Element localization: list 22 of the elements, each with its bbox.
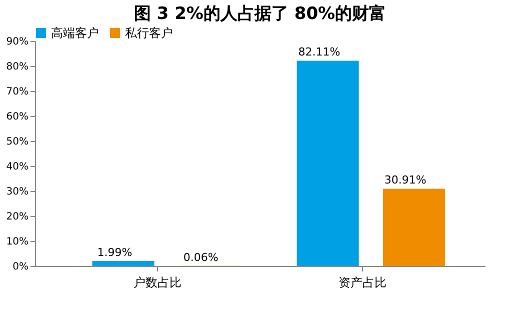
y-tick-label: 10%	[6, 236, 28, 248]
y-tick-label: 50%	[6, 136, 28, 148]
data-label: 82.11%	[298, 46, 340, 59]
y-tick-label: 40%	[6, 162, 28, 172]
y-tick-label: 30%	[6, 186, 28, 198]
y-tick-label: 20%	[6, 212, 28, 222]
y-tick-label: 60%	[6, 112, 28, 122]
data-label: 1.99%	[97, 246, 132, 260]
bar	[296, 60, 359, 266]
x-tick-label: 户数占比	[134, 276, 182, 290]
data-label: 30.91%	[384, 174, 426, 187]
y-tick-label: 90%	[6, 36, 28, 48]
chart-title: 图 3 2%的人占据了 80%的财富	[134, 4, 386, 24]
legend-label: 私行客户	[125, 26, 173, 40]
data-label: 0.06%	[183, 250, 218, 264]
bar	[382, 188, 445, 266]
y-tick-label: 70%	[6, 86, 28, 98]
y-tick-label: 0%	[12, 262, 28, 272]
legend-label: 高端客户	[51, 26, 99, 40]
x-tick-label: 资产占比	[338, 276, 386, 290]
bar	[92, 261, 154, 266]
y-tick-label: 80%	[6, 62, 28, 72]
